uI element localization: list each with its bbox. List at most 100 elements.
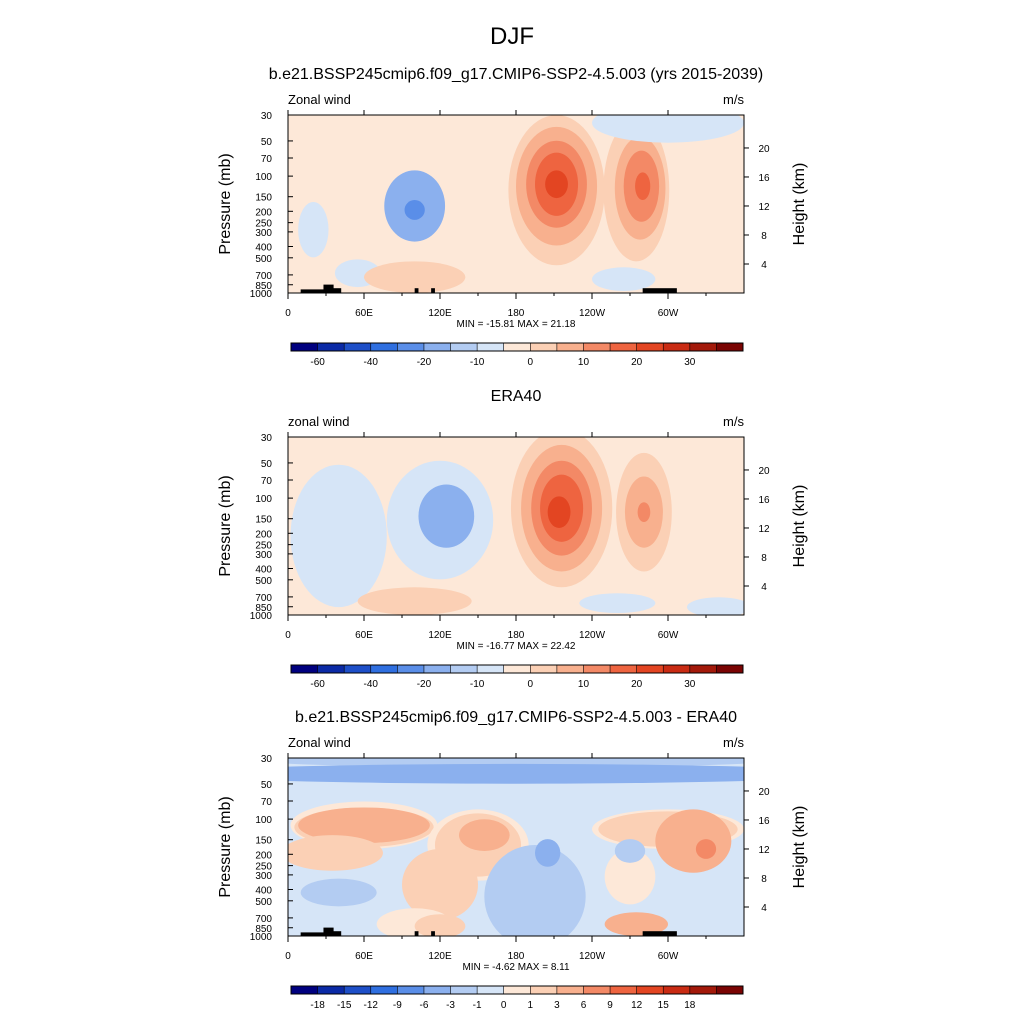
colorbar-swatch — [689, 665, 717, 673]
height-tick-label: 8 — [761, 231, 767, 242]
colorbar-tick-label: 15 — [658, 1000, 670, 1011]
colorbar-tick-label: -10 — [470, 679, 485, 690]
y-tick-label: 100 — [255, 494, 272, 505]
x-tick-label: 120E — [428, 630, 452, 641]
terrain-mask — [323, 927, 334, 936]
colorbar-tick-label: -60 — [310, 679, 325, 690]
x-tick-label: 0 — [285, 951, 291, 962]
colorbar-swatch — [397, 986, 425, 994]
contour-region — [592, 267, 656, 292]
contour-region — [298, 807, 430, 844]
colorbar-swatch — [716, 986, 744, 994]
contour-region — [404, 200, 425, 220]
height-tick-label: 4 — [761, 582, 767, 593]
y-tick-label: 150 — [255, 836, 272, 847]
colorbar-swatch — [503, 986, 531, 994]
contour-region — [402, 848, 478, 921]
y-tick-label: 400 — [255, 564, 272, 575]
panels: b.e21.BSSP245cmip6.f09_g17.CMIP6-SSP2-4.… — [217, 66, 808, 1011]
colorbar-tick-label: 12 — [631, 1000, 643, 1011]
colorbar-tick-label: -3 — [446, 1000, 455, 1011]
panel-right-label: m/s — [723, 414, 744, 429]
colorbar: -18 -15 -12 -9 -6 -3 -1 0 1 3 6 9 12 15 18 — [290, 985, 744, 1011]
min-max-stats: MIN = -15.81 MAX = 21.18 — [457, 319, 576, 330]
contour-region — [357, 587, 472, 615]
colorbar-tick-label: 10 — [578, 679, 590, 690]
x-tick-label: 120W — [579, 630, 606, 641]
colorbar-tick-label: 6 — [581, 1000, 587, 1011]
panel-right-label: m/s — [723, 92, 744, 107]
colorbar-swatch — [477, 986, 505, 994]
colorbar-swatch — [503, 665, 531, 673]
y-tick-label: 850 — [255, 603, 272, 614]
colorbar-swatch — [530, 986, 558, 994]
y-tick-label: 500 — [255, 897, 272, 908]
y-tick-label: 250 — [255, 219, 272, 230]
contour-region — [635, 172, 651, 201]
field — [288, 758, 744, 936]
colorbar-swatch — [450, 343, 478, 351]
x-tick-label: 60E — [355, 308, 373, 319]
contour-region — [547, 496, 571, 528]
colorbar-tick-label: 20 — [631, 357, 643, 368]
panel-left-label: Zonal wind — [288, 735, 351, 750]
contour-region — [604, 848, 656, 905]
min-max-stats: MIN = -16.77 MAX = 22.42 — [457, 641, 576, 652]
colorbar-frame — [290, 664, 744, 674]
colorbar-tick-label: 0 — [528, 679, 534, 690]
y-tick-label: 300 — [255, 550, 272, 561]
colorbar: -60 -40 -20 -10 0 10 20 30 — [290, 342, 744, 368]
colorbar-swatch — [317, 665, 345, 673]
colorbar-swatch — [610, 665, 637, 673]
contour-region — [288, 763, 744, 784]
colorbar-swatch — [530, 343, 558, 351]
colorbar-tick-label: -1 — [473, 1000, 482, 1011]
colorbar-swatch — [370, 343, 398, 351]
y-tick-label: 30 — [261, 754, 273, 765]
colorbar-swatch — [423, 665, 451, 673]
height-tick-label: 20 — [758, 144, 770, 155]
terrain-mask — [323, 284, 334, 293]
y-tick-label: 70 — [261, 797, 273, 808]
y-tick-label: 200 — [255, 207, 272, 218]
colorbar-tick-label: 0 — [501, 1000, 507, 1011]
colorbar-swatch — [610, 343, 637, 351]
height-tick-label: 20 — [758, 787, 770, 798]
colorbar-swatch — [556, 986, 584, 994]
colorbar-swatch — [423, 343, 451, 351]
colorbar-tick-label: 3 — [554, 1000, 560, 1011]
colorbar-swatch — [503, 343, 531, 351]
contour-region — [418, 484, 475, 548]
field — [288, 437, 744, 615]
y-tick-label: 500 — [255, 254, 272, 265]
min-max-stats: MIN = -4.62 MAX = 8.11 — [462, 962, 570, 973]
colorbar-tick-label: 0 — [528, 357, 534, 368]
y-tick-label: 1000 — [250, 932, 273, 943]
y-axis-right-label: Height (km) — [791, 163, 808, 246]
height-tick-label: 4 — [761, 260, 767, 271]
terrain-mask — [329, 931, 342, 936]
colorbar-swatch — [636, 665, 664, 673]
y-axis-right-label: Height (km) — [791, 485, 808, 568]
colorbar-tick-label: -20 — [417, 679, 432, 690]
colorbar-swatch — [689, 343, 717, 351]
colorbar-tick-label: -40 — [364, 679, 379, 690]
colorbar-swatch — [583, 343, 611, 351]
contour-region — [300, 878, 377, 907]
x-tick-label: 120E — [428, 308, 452, 319]
y-tick-label: 300 — [255, 871, 272, 882]
y-axis-label: Pressure (mb) — [217, 153, 234, 254]
contour-region — [655, 809, 732, 873]
y-tick-label: 300 — [255, 228, 272, 239]
colorbar-tick-label: -15 — [337, 1000, 352, 1011]
contour-region — [288, 835, 383, 871]
y-tick-label: 150 — [255, 515, 272, 526]
panel-right-label: m/s — [723, 735, 744, 750]
colorbar-swatch — [397, 343, 425, 351]
y-tick-label: 30 — [261, 433, 273, 444]
colorbar-swatch — [344, 665, 372, 673]
y-axis-label: Pressure (mb) — [217, 475, 234, 576]
colorbar-swatch — [477, 343, 505, 351]
y-tick-label: 1000 — [250, 289, 273, 300]
height-tick-label: 16 — [758, 495, 770, 506]
